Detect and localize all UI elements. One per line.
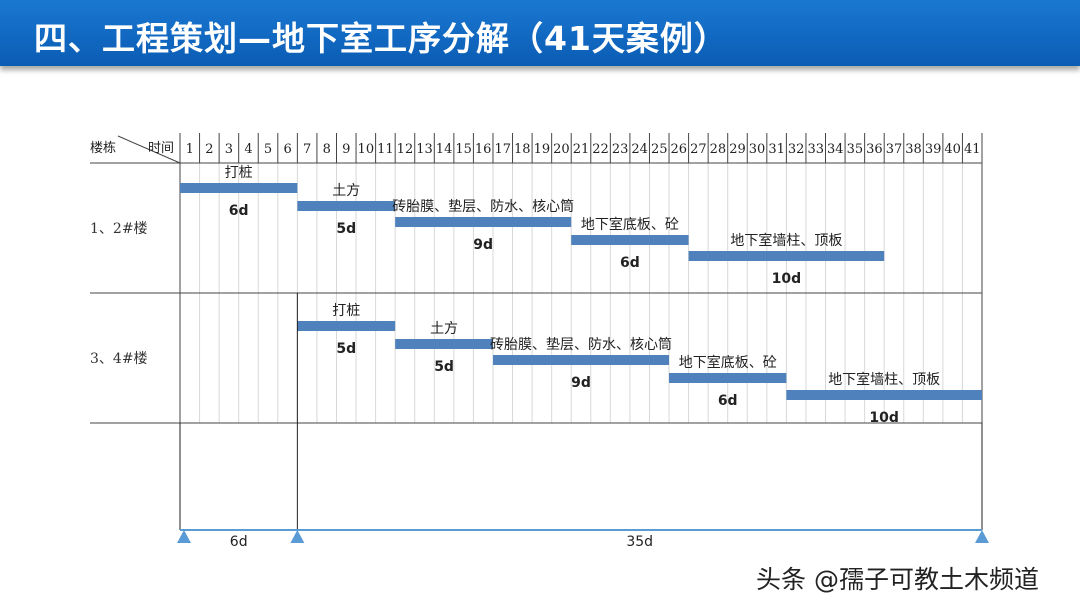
day-label: 22 [592, 142, 609, 157]
header-col-label: 时间 [148, 141, 174, 156]
day-label: 2 [205, 142, 213, 157]
row-label: 3、4#楼 [90, 351, 148, 367]
day-label: 25 [651, 142, 668, 157]
task-bar [395, 217, 572, 227]
timeline-triangle [290, 530, 305, 543]
day-label: 8 [323, 142, 331, 157]
task-bar [669, 373, 787, 383]
page-title: 四、工程策划—地下室工序分解（41天案例） [34, 19, 728, 58]
day-label: 29 [729, 142, 746, 157]
task-name: 土方 [430, 321, 458, 337]
header-row-label: 楼栋 [90, 140, 116, 156]
day-label: 38 [905, 142, 922, 157]
day-label: 41 [964, 142, 981, 157]
row-label: 1、2#楼 [90, 221, 148, 237]
task-duration: 5d [336, 221, 356, 237]
day-label: 36 [866, 142, 883, 157]
day-label: 19 [534, 142, 551, 157]
task-bar [395, 339, 493, 349]
day-label: 33 [807, 142, 824, 157]
day-label: 3 [225, 142, 233, 157]
day-label: 7 [303, 142, 311, 157]
day-label: 11 [377, 142, 394, 157]
day-label: 30 [749, 142, 766, 157]
task-duration: 10d [869, 410, 899, 426]
day-label: 26 [671, 142, 688, 157]
task-name: 土方 [332, 183, 360, 199]
day-label: 27 [690, 142, 707, 157]
task-name: 砖胎膜、垫层、防水、核心筒 [392, 198, 574, 215]
task-duration: 9d [473, 237, 493, 253]
day-label: 40 [944, 142, 961, 157]
day-label: 34 [827, 142, 844, 157]
day-label: 20 [553, 142, 570, 157]
day-label: 18 [514, 142, 531, 157]
day-label: 12 [397, 142, 414, 157]
task-bar [297, 201, 396, 211]
day-label: 9 [342, 142, 350, 157]
day-label: 35 [847, 142, 864, 157]
task-bar [492, 355, 670, 365]
day-label: 31 [768, 142, 785, 157]
header-diagonal [117, 135, 181, 164]
task-name: 打桩 [332, 302, 360, 319]
task-duration: 5d [434, 359, 454, 375]
day-label: 14 [436, 142, 453, 157]
task-name: 砖胎膜、垫层、防水、核心筒 [490, 336, 672, 353]
day-label: 28 [710, 142, 727, 157]
day-label: 16 [475, 142, 492, 157]
day-label: 1 [186, 142, 194, 157]
day-label: 4 [244, 142, 252, 157]
title-banner: 四、工程策划—地下室工序分解（41天案例） [0, 0, 1080, 66]
task-name: 地下室底板、砼 [581, 216, 679, 233]
day-label: 24 [631, 142, 648, 157]
task-duration: 6d [718, 393, 738, 409]
task-bar [297, 321, 396, 331]
timeline-label: 35d [626, 534, 653, 550]
day-label: 39 [925, 142, 942, 157]
task-name: 地下室墙柱、顶板 [828, 371, 940, 388]
day-label: 6 [283, 142, 291, 157]
day-label: 13 [416, 142, 433, 157]
day-label: 10 [358, 142, 375, 157]
task-bar [786, 390, 982, 400]
task-name: 地下室底板、砼 [679, 354, 777, 371]
watermark: 头条 @孺子可教土木频道 [756, 565, 1039, 594]
day-label: 37 [886, 142, 903, 157]
task-bar [688, 251, 885, 261]
task-bar [571, 235, 689, 245]
day-label: 32 [788, 142, 805, 157]
task-name: 地下室墙柱、顶板 [730, 232, 842, 249]
day-label: 23 [612, 142, 629, 157]
timeline-triangle [975, 530, 989, 543]
day-label: 15 [455, 142, 472, 157]
task-duration: 9d [571, 375, 591, 391]
day-label: 5 [264, 142, 272, 157]
task-duration: 6d [229, 203, 249, 219]
timeline-triangle [177, 530, 191, 543]
day-label: 17 [494, 142, 511, 157]
timeline-label: 6d [230, 534, 248, 550]
task-duration: 6d [620, 255, 640, 271]
task-name: 打桩 [225, 164, 253, 181]
task-duration: 5d [336, 341, 356, 357]
task-bar [180, 183, 298, 193]
day-label: 21 [573, 142, 590, 157]
task-duration: 10d [772, 271, 802, 287]
